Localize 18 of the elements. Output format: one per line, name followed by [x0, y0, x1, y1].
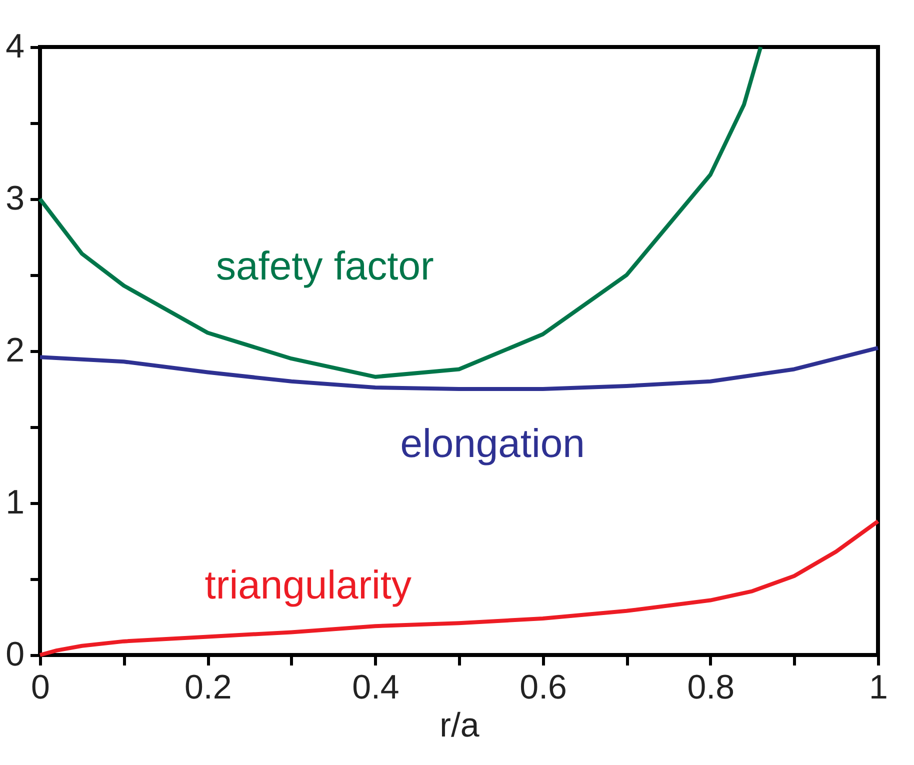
series-label: safety factor	[216, 244, 434, 288]
series-label: elongation	[400, 422, 585, 466]
x-tick-label: 0	[31, 668, 50, 706]
y-tick-label: 1	[6, 484, 24, 522]
x-tick-label: 0.6	[520, 668, 567, 706]
y-tick-label: 2	[6, 332, 24, 370]
line-series	[38, 346, 880, 391]
x-tick-label: 0.2	[184, 668, 232, 706]
line-series	[38, 45, 763, 379]
series-label: triangularity	[204, 564, 412, 608]
x-tick-label: 1	[869, 668, 888, 706]
x-axis-title: r/a	[440, 706, 480, 744]
y-tick-label: 3	[6, 180, 24, 218]
line-series	[38, 519, 880, 657]
x-tick-label: 0.4	[352, 668, 400, 706]
x-tick-label: 0.8	[687, 668, 735, 706]
y-tick-label: 4	[6, 28, 24, 66]
y-tick-label: 0	[6, 636, 24, 674]
